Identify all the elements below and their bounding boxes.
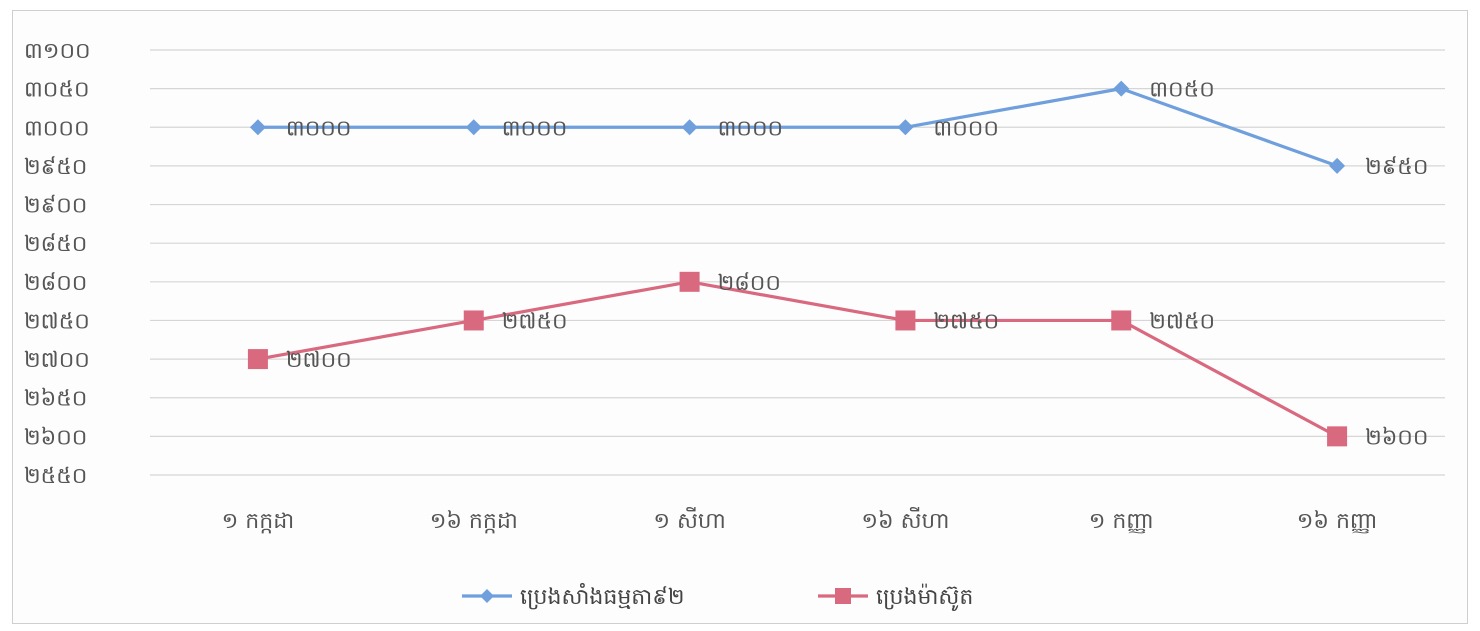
data-label: ២៧៥០ [933,309,999,334]
data-point-marker [681,119,698,136]
data-point-marker [247,349,268,370]
x-tick-label: ១ សីហា [653,507,726,534]
x-tick-label: ១ កក្កដា [222,509,295,534]
data-label: ៣០០០ [286,116,352,141]
series-markers [247,80,1348,447]
series-line-1 [257,87,1338,168]
data-label: ២៧៥០ [1149,309,1215,334]
data-label: ២៧៥០ [502,309,568,334]
data-label: ៣០៥០ [1149,78,1215,103]
y-tick-label: ៣០៥០ [24,78,90,103]
data-point-marker [1329,157,1346,174]
data-point-marker [1111,310,1132,331]
gridlines [150,49,1445,476]
y-tick-label: ២៨៥០ [24,232,87,257]
data-label: ៣០០០ [502,116,568,141]
x-tick-label: ១៦ កក្កដា [430,509,518,534]
series-line-2 [257,280,1338,438]
data-label: ២៧០០ [286,348,352,373]
x-tick-label: ១៦ សីហា [861,507,949,534]
data-label: ២៨០០ [718,271,781,296]
y-tick-label: ២៦៥០ [24,387,87,412]
data-point-marker [1113,80,1130,97]
y-tick-label: ៣១០០ [24,39,91,64]
data-point-marker [463,310,484,331]
data-point-marker [249,119,266,136]
data-point-marker [1327,426,1348,447]
chart-frame [12,10,1468,624]
data-label: ៣០០០ [933,116,999,141]
y-tick-label: ២៧០០ [24,348,90,373]
x-axis-ticks: ១ កក្កដា ១៦ កក្កដា ១ សីហា ១៦ សីហា ១ កញ្ញា ១៦ … [222,507,1378,534]
x-tick-label: ១៦ កញ្ញា [1297,509,1378,534]
y-tick-label: ២៧៥០ [24,309,90,334]
legend-label: ប្រេងម៉ាស៊ូត [876,583,973,611]
data-point-marker [465,119,482,136]
data-point-marker [895,310,916,331]
y-axis-ticks: ២៥៥០ ២៦០០ ២៦៥០ ២៧០០ ២៧៥០ ២៨០០ ២៨៥០ ២៩០០ ២៩៥០ ៣០០០… [24,39,91,489]
data-label: ២៩៥០ [1365,155,1428,180]
legend-label: ប្រេងសាំងធម្មតា៩២ [520,583,684,610]
x-tick-label: ១ កញ្ញា [1089,509,1154,534]
y-tick-label: ២៩៥០ [24,155,87,180]
y-tick-label: ២៨០០ [24,271,87,296]
y-tick-label: ២៩០០ [24,194,87,219]
data-point-marker [897,119,914,136]
data-label: ៣០០០ [718,116,784,141]
y-tick-label: ៣០០០ [24,116,90,141]
legend-marker [480,589,494,603]
y-tick-label: ២៦០០ [24,425,87,450]
data-point-marker [679,271,700,292]
legend-marker [835,588,851,604]
legend: ប្រេងសាំងធម្មតា៩២ ប្រេងម៉ាស៊ូត [462,583,973,611]
series-lines [257,87,1338,438]
y-tick-label: ២៥៥០ [24,464,87,489]
data-label: ២៦០០ [1365,425,1428,450]
